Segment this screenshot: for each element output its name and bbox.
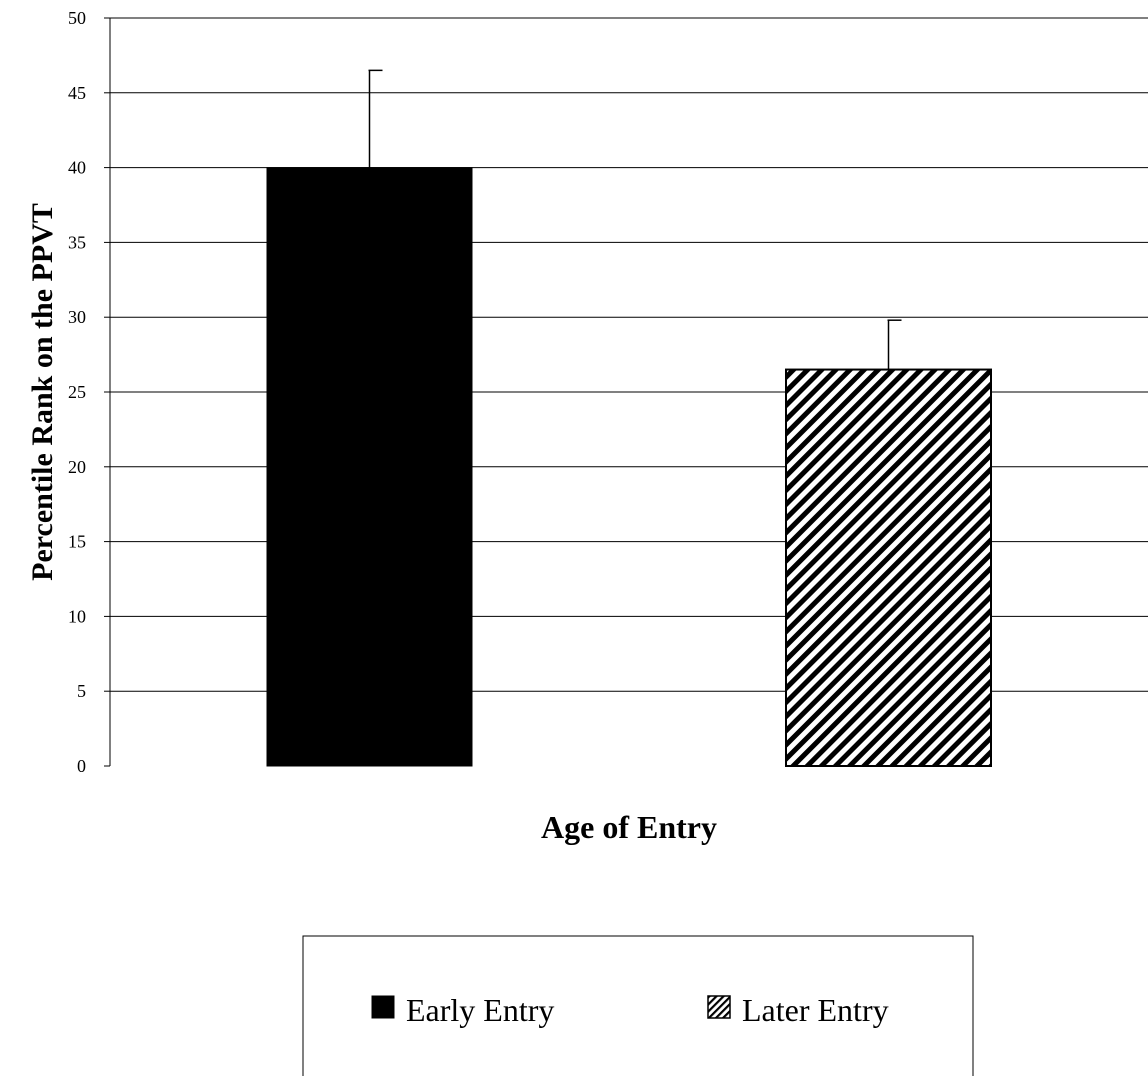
y-tick-label: 20 xyxy=(68,457,86,477)
y-tick-label: 40 xyxy=(68,158,86,178)
legend-swatch-later-entry xyxy=(707,995,731,1019)
legend: Early Entry Later Entry xyxy=(302,935,974,1076)
y-tick-labels: 0 5 10 15 20 25 30 35 40 45 50 xyxy=(68,8,86,776)
bars xyxy=(266,167,992,767)
y-tick-label: 35 xyxy=(68,232,86,252)
bar-later-entry xyxy=(785,368,992,767)
bar-early-entry xyxy=(266,167,473,767)
x-axis-title: Age of Entry xyxy=(541,809,717,845)
legend-label-later-entry: Later Entry xyxy=(742,992,889,1028)
y-tick-label: 0 xyxy=(77,756,86,776)
y-tick-label: 5 xyxy=(77,681,86,701)
legend-label-early-entry: Early Entry xyxy=(406,992,554,1028)
y-axis xyxy=(104,17,111,767)
error-bars xyxy=(368,69,902,370)
y-axis-title: Percentile Rank on the PPVT xyxy=(26,203,59,581)
gridlines xyxy=(110,17,1148,692)
y-tick-label: 50 xyxy=(68,8,86,28)
y-tick-label: 30 xyxy=(68,307,86,327)
y-tick-label: 15 xyxy=(68,532,86,552)
y-tick-label: 45 xyxy=(68,83,86,103)
y-tick-label: 25 xyxy=(68,382,86,402)
legend-frame xyxy=(302,935,974,1076)
legend-swatch-early-entry xyxy=(371,995,395,1019)
y-tick-label: 10 xyxy=(68,606,86,626)
